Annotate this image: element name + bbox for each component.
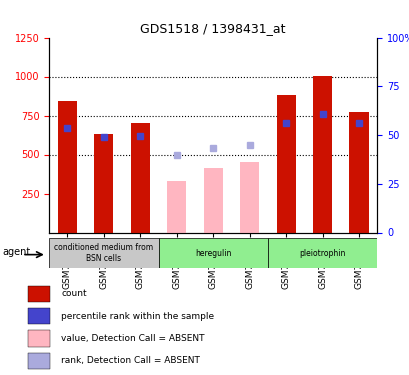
Text: percentile rank within the sample: percentile rank within the sample	[61, 312, 213, 321]
Text: value, Detection Call = ABSENT: value, Detection Call = ABSENT	[61, 334, 204, 343]
Bar	[130, 123, 150, 232]
Text: heregulin: heregulin	[195, 249, 231, 258]
Text: pleiotrophin: pleiotrophin	[299, 249, 345, 258]
Bar	[312, 76, 331, 232]
FancyBboxPatch shape	[158, 238, 267, 268]
Bar	[28, 308, 50, 324]
Bar	[28, 353, 50, 369]
Bar	[28, 330, 50, 346]
Bar	[94, 134, 113, 232]
FancyBboxPatch shape	[267, 238, 376, 268]
Bar	[276, 95, 295, 232]
Bar	[348, 112, 368, 232]
Bar	[240, 162, 258, 232]
Bar	[203, 168, 222, 232]
Text: count: count	[61, 290, 87, 298]
Title: GDS1518 / 1398431_at: GDS1518 / 1398431_at	[140, 22, 285, 35]
Text: conditioned medium from
BSN cells: conditioned medium from BSN cells	[54, 243, 153, 263]
Text: agent: agent	[2, 247, 31, 256]
Bar	[58, 102, 77, 232]
Bar	[167, 181, 186, 232]
Text: rank, Detection Call = ABSENT: rank, Detection Call = ABSENT	[61, 356, 200, 365]
Bar	[28, 286, 50, 302]
FancyBboxPatch shape	[49, 238, 158, 268]
